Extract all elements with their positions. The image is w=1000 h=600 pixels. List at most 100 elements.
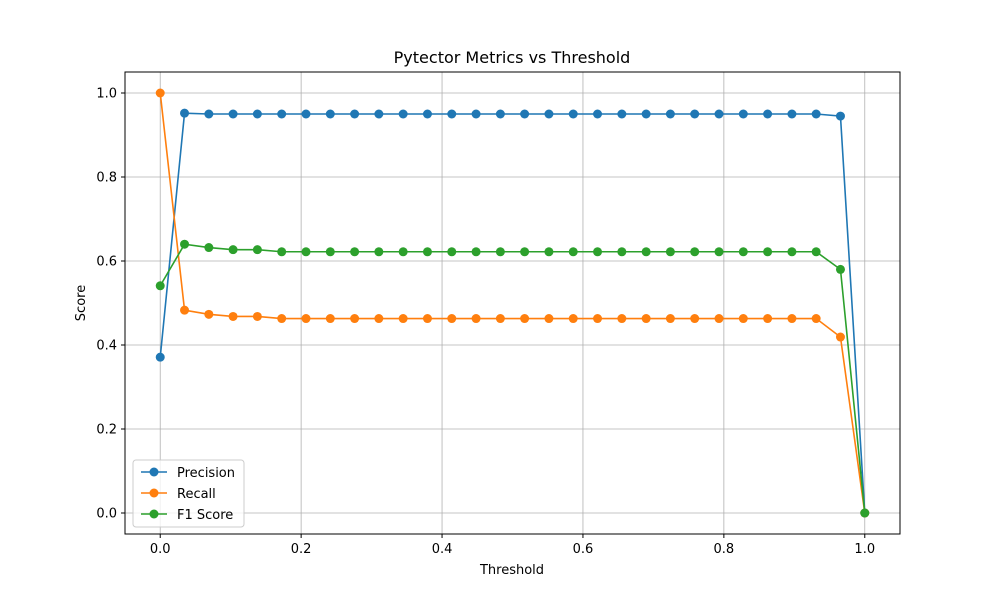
recall-point — [471, 314, 481, 324]
recall-point — [204, 309, 214, 319]
f1-score-point — [544, 247, 554, 257]
precision-point — [422, 109, 432, 119]
legend-recall-marker — [149, 488, 159, 498]
f1-score-point — [593, 247, 603, 257]
f1-score-point — [763, 247, 773, 257]
precision-point — [690, 109, 700, 119]
f1-score-point — [495, 247, 505, 257]
recall-point — [544, 314, 554, 324]
recall-point — [301, 314, 311, 324]
x-axis-label: Threshold — [479, 563, 544, 578]
f1-score-point — [325, 247, 335, 257]
precision-point — [520, 109, 530, 119]
precision-point — [350, 109, 360, 119]
f1-score-point — [641, 247, 651, 257]
x-tick-label: 0.6 — [573, 542, 594, 557]
legend-recall-label: Recall — [177, 487, 216, 502]
recall-point — [398, 314, 408, 324]
f1-score-point — [252, 245, 262, 255]
recall-point — [763, 314, 773, 324]
f1-score-point — [301, 247, 311, 257]
f1-score-point — [180, 239, 190, 249]
precision-point — [228, 109, 238, 119]
legend: Precision Recall F1 Score — [132, 459, 245, 528]
recall-point — [180, 305, 190, 315]
f1-score-point — [228, 245, 238, 255]
f1-score-point — [714, 247, 724, 257]
recall-point — [228, 311, 238, 321]
recall-point — [422, 314, 432, 324]
recall-point — [665, 314, 675, 324]
precision-point — [763, 109, 773, 119]
precision-point — [641, 109, 651, 119]
f1-score-point — [787, 247, 797, 257]
grid — [125, 72, 900, 534]
f1-score-point — [155, 281, 165, 291]
y-tick-label: 0.4 — [96, 339, 117, 354]
recall-point — [787, 314, 797, 324]
legend-precision-label: Precision — [177, 466, 235, 481]
precision-point — [252, 109, 262, 119]
precision-point — [738, 109, 748, 119]
recall-point — [714, 314, 724, 324]
recall-point — [447, 314, 457, 324]
precision-point — [495, 109, 505, 119]
y-tick-label: 0.6 — [96, 255, 117, 270]
recall-point — [568, 314, 578, 324]
precision-point — [544, 109, 554, 119]
f1-score-point — [422, 247, 432, 257]
x-tick-label: 0.8 — [714, 542, 735, 557]
f1-score-point — [860, 508, 870, 518]
precision-point — [714, 109, 724, 119]
recall-point — [277, 314, 287, 324]
legend-f1-score-label: F1 Score — [177, 508, 233, 523]
recall-point — [811, 314, 821, 324]
precision-point — [374, 109, 384, 119]
f1-score-point — [568, 247, 578, 257]
recall-point — [593, 314, 603, 324]
precision-point — [301, 109, 311, 119]
precision-point — [155, 352, 165, 362]
legend-precision-marker — [149, 467, 159, 477]
precision-point — [325, 109, 335, 119]
f1-score-point — [690, 247, 700, 257]
f1-score-point — [350, 247, 360, 257]
series-f1-score — [155, 239, 870, 518]
f1-score-point — [398, 247, 408, 257]
legend-box — [132, 459, 245, 528]
recall-point — [252, 311, 262, 321]
recall-point — [617, 314, 627, 324]
precision-point — [811, 109, 821, 119]
series-recall — [155, 88, 870, 518]
plot-frame — [124, 71, 901, 535]
recall-point — [835, 332, 845, 342]
chart-title: Pytector Metrics vs Threshold — [394, 48, 631, 67]
x-tick-label: 0.2 — [291, 542, 312, 557]
series-precision — [155, 108, 870, 518]
f1-score-point — [204, 243, 214, 253]
precision-point — [398, 109, 408, 119]
series-layer — [155, 88, 870, 518]
recall-point — [350, 314, 360, 324]
recall-point — [374, 314, 384, 324]
recall-point — [495, 314, 505, 324]
recall-point — [738, 314, 748, 324]
y-tick-label: 0.8 — [96, 171, 117, 186]
precision-point — [787, 109, 797, 119]
recall-point — [641, 314, 651, 324]
precision-point — [835, 111, 845, 121]
f1-score-point — [277, 247, 287, 257]
legend-f1-score-marker — [149, 509, 159, 519]
precision-point — [593, 109, 603, 119]
f1-score-point — [471, 247, 481, 257]
f1-score-point — [811, 247, 821, 257]
f1-score-point — [520, 247, 530, 257]
f1-score-point — [617, 247, 627, 257]
recall-point — [325, 314, 335, 324]
f1-score-point — [738, 247, 748, 257]
recall-point — [520, 314, 530, 324]
precision-point — [180, 108, 190, 118]
y-axis-label: Score — [74, 285, 89, 321]
y-tick-label: 1.0 — [96, 87, 117, 102]
